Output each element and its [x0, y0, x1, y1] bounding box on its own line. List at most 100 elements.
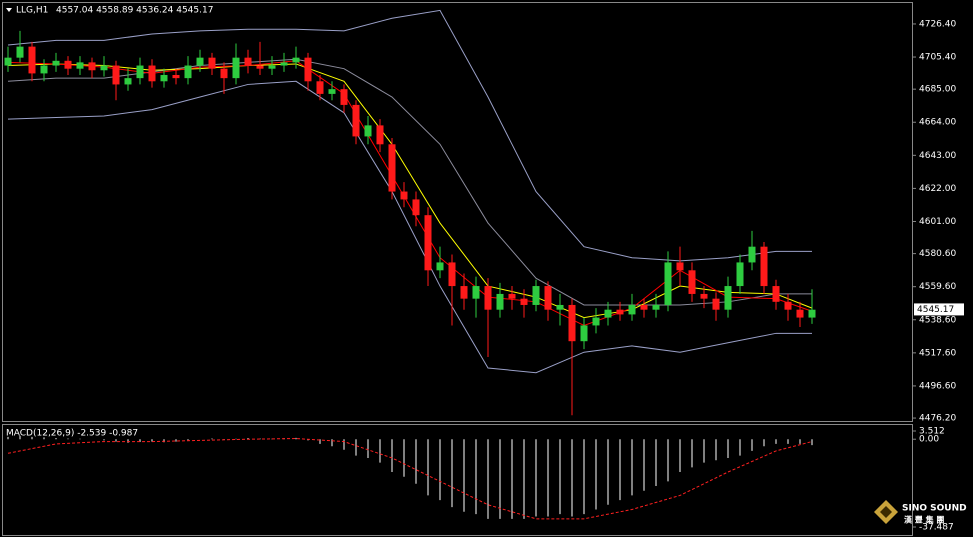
y-tick-label: 4517.60 [919, 348, 956, 358]
candle-body [796, 309, 804, 318]
y-tick-label: -37.487 [919, 523, 954, 533]
candle-body [580, 325, 588, 342]
y-tick-label: 3.512 [919, 427, 945, 437]
indicator-line [7, 58, 812, 306]
y-tick-label: 4726.40 [919, 19, 956, 29]
symbol-title: LLG,H1 [16, 6, 48, 16]
candle-body [772, 286, 780, 302]
y-tick-label: 4580.60 [919, 249, 956, 259]
candle-body [676, 262, 684, 271]
macd-panel-frame [2, 424, 913, 536]
candle-body [568, 304, 576, 342]
candle-body [616, 309, 624, 315]
candle-body [256, 65, 264, 69]
candle-body [496, 293, 504, 310]
y-tick-label: 4538.60 [919, 315, 956, 325]
candle-body [784, 301, 792, 310]
y-tick-label: 4622.00 [919, 184, 956, 194]
candle-body [40, 65, 48, 74]
candle-body [304, 57, 312, 82]
candle-body [64, 60, 72, 69]
candle-body [28, 46, 36, 74]
candle-body [652, 304, 660, 310]
candle-body [76, 62, 84, 69]
candle-body [52, 60, 60, 66]
candle-body [760, 246, 768, 287]
candle-body [412, 199, 420, 216]
candle-body [100, 65, 108, 71]
candle-body [292, 57, 300, 63]
candle-body [148, 65, 156, 82]
y-tick-label: 4664.00 [919, 118, 956, 128]
logo-name: SINO SOUND [902, 504, 967, 514]
main-panel-frame [2, 2, 913, 422]
menu-triangle[interactable] [6, 8, 12, 12]
candle-body [712, 298, 720, 310]
indicator-line [7, 9, 812, 262]
candle-body [88, 62, 96, 71]
candle-body [4, 57, 12, 66]
last-price-box [914, 303, 964, 316]
logo-mark-inner [880, 506, 892, 518]
candle-body [400, 191, 408, 200]
candle-body [112, 65, 120, 85]
y-tick-label: 4601.00 [919, 217, 956, 227]
candle-body [460, 286, 468, 299]
candle-body [748, 246, 756, 263]
ohlc-label: 4557.04 4558.89 4536.24 4545.17 [56, 6, 213, 16]
candle-body [376, 125, 384, 145]
candle-body [352, 104, 360, 137]
candle-body [160, 74, 168, 82]
candle-body [196, 57, 204, 66]
candle-body [724, 286, 732, 310]
indicator-line [7, 63, 813, 319]
macd-title: MACD(12,26,9) -2.539 -0.987 [6, 429, 138, 439]
candle-body [508, 293, 516, 299]
candle-body [628, 304, 636, 315]
candle-body [640, 304, 648, 310]
candle-body [124, 78, 132, 85]
candle-body [232, 57, 240, 79]
candle-body [316, 81, 324, 94]
logo-chinese: 漢 豐 集 團 [904, 515, 944, 525]
candle-body [268, 65, 276, 69]
signal-line [7, 438, 813, 520]
candle-body [604, 309, 612, 318]
candle-body [700, 293, 708, 299]
logo: SINO SOUND 漢 豐 集 團 [874, 500, 967, 525]
candle-body [220, 68, 228, 79]
candle-body [16, 46, 24, 58]
candle-body [688, 270, 696, 294]
candle-body [424, 215, 432, 271]
candle-body [448, 262, 456, 287]
candle-body [244, 57, 252, 66]
y-tick-label: 4705.40 [919, 53, 956, 63]
candle-body [172, 74, 180, 79]
candle-body [328, 89, 336, 94]
candle-body [280, 62, 288, 66]
y-tick-label: 4643.00 [919, 151, 956, 161]
candle-body [556, 304, 564, 310]
indicator-line [7, 80, 812, 374]
y-tick-label: 4496.60 [919, 381, 956, 391]
candle-body [736, 262, 744, 287]
candle-body [436, 262, 444, 271]
y-tick-label: 4685.00 [919, 85, 956, 95]
candle-body [184, 65, 192, 79]
candle-body [364, 125, 372, 137]
candle-body [544, 286, 552, 310]
candle-body [388, 144, 396, 192]
last-price-label: 4545.17 [917, 305, 954, 315]
candle-body [136, 65, 144, 79]
candle-body [484, 286, 492, 310]
y-tick-label: 0.00 [919, 435, 939, 445]
y-tick-label: 4476.20 [919, 414, 956, 424]
candle-body [520, 298, 528, 305]
candle-body [592, 317, 600, 326]
candle-body [664, 262, 672, 305]
candle-body [340, 89, 348, 105]
candle-body [532, 286, 540, 305]
y-tick-label: 4559.60 [919, 282, 956, 292]
